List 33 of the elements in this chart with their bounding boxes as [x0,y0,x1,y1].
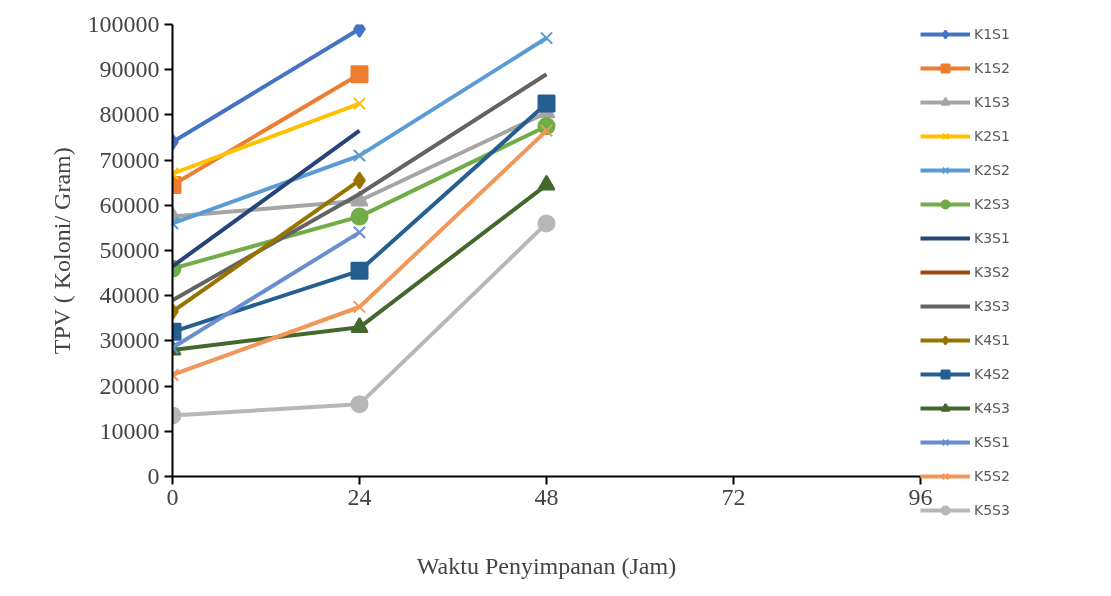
legend-label: K2S1 [974,128,1010,144]
y-tick-label: 0 [147,463,160,489]
legend-label: K2S3 [974,196,1010,212]
y-tick-label: 10000 [99,417,160,444]
x-tick-label: 96 [908,483,933,510]
legend-label: K1S2 [974,60,1010,76]
legend-label: K3S3 [974,298,1010,314]
y-tick-label: 40000 [99,282,160,309]
legend-label: K4S1 [974,332,1010,348]
y-axis-title: TPV ( Koloni/ Gram) [48,147,75,355]
y-tick-label: 50000 [99,237,160,263]
x-tick-label: 24 [347,483,372,510]
y-tick-label: 60000 [99,191,160,218]
y-tick-label: 90000 [99,56,160,83]
y-tick-label: 70000 [99,146,160,173]
legend-label: K4S2 [974,366,1010,382]
legend-label: K5S2 [974,468,1010,484]
y-tick-label: 20000 [99,372,160,399]
x-tick-label: 72 [721,483,746,510]
legend-label: K5S1 [974,434,1010,450]
legend-label: K2S2 [974,162,1010,178]
legend-label: K3S1 [974,230,1010,246]
x-tick-label: 48 [534,483,559,510]
y-tick-label: 100000 [87,11,160,37]
legend-label: K1S3 [974,94,1010,110]
x-tick-label: 0 [166,483,179,510]
legend-label: K5S3 [974,502,1010,518]
legend-label: K3S2 [974,264,1010,280]
y-tick-label: 80000 [99,101,160,128]
legend-label: K1S1 [974,26,1010,42]
y-tick-label: 30000 [99,327,160,354]
legend-label: K4S3 [974,400,1010,416]
x-axis-title: Waktu Penyimpanan (Jam) [416,552,677,579]
